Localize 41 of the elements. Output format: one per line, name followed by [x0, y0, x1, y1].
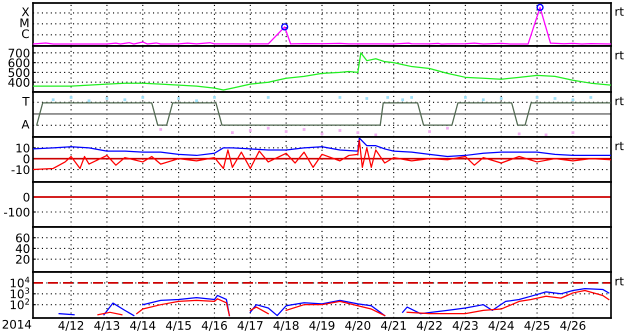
y-tick-label: 20	[16, 254, 30, 264]
x-tick-label: 4/20	[345, 320, 370, 331]
text: T	[22, 97, 30, 106]
y-tick-label: 10$^{4}$	[10, 276, 30, 288]
x-tick-label: 4/22	[416, 320, 442, 331]
x-tick-label: 4/21	[381, 320, 406, 331]
y-tick-label: 10	[16, 144, 30, 152]
y-tick-label: 40	[16, 244, 30, 254]
y-tick-label: 400	[8, 78, 30, 87]
y-tick-label: 700	[8, 48, 30, 58]
x-tick-label: 4/25	[524, 320, 550, 331]
y-tick-label: -10	[12, 165, 30, 174]
text: rt	[616, 51, 624, 60]
text: rt	[616, 142, 624, 150]
text: rt	[616, 277, 624, 286]
x-tick-label: 4/19	[309, 320, 334, 331]
text: X	[22, 8, 30, 16]
y-tick-label: 0	[23, 154, 30, 164]
x-tick-label: 4/13	[94, 320, 120, 331]
x-tick-label: 4/12	[58, 320, 84, 331]
x-axis-title: 2014	[2, 320, 32, 329]
x-tick-label: 4/24	[488, 320, 514, 331]
y-tick-label: 0	[23, 192, 30, 202]
text: A	[22, 120, 30, 129]
text: C	[22, 29, 29, 38]
x-tick-label: 4/16	[202, 320, 227, 331]
y-tick-label: 10$^{3}$	[10, 288, 30, 298]
x-tick-label: 4/23	[452, 320, 478, 331]
y-tick-label: 500	[8, 68, 30, 78]
x-tick-label: 4/17	[238, 321, 263, 331]
x-tick-label: 4/14	[130, 321, 156, 331]
x-tick-label: 4/26	[560, 320, 586, 331]
y-tick-label: 600	[8, 58, 30, 68]
text: rt	[616, 96, 624, 106]
x-tick-label: 4/15	[166, 321, 191, 331]
y-tick-label: 10$^{2}$	[10, 298, 30, 310]
y-tick-label: -100	[4, 208, 30, 217]
text: M	[20, 18, 28, 28]
y-tick-label: 60	[16, 233, 30, 242]
text: rt	[616, 7, 624, 16]
x-tick-label: 4/18	[273, 320, 299, 331]
